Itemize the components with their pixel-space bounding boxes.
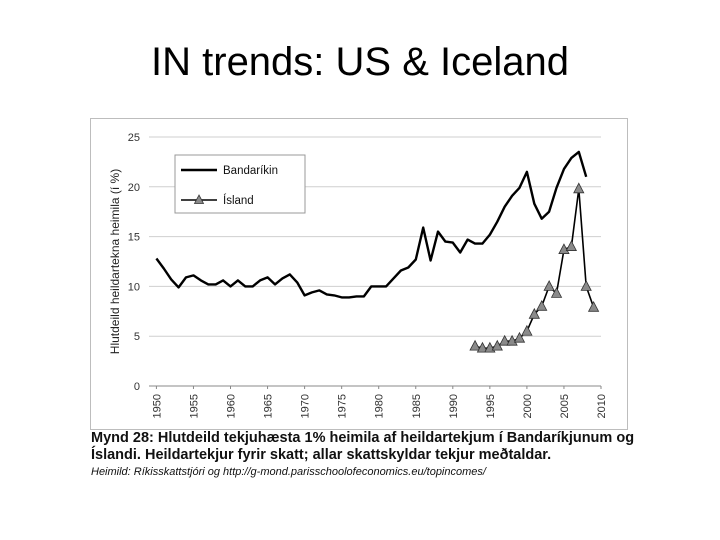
legend-marker xyxy=(193,194,205,204)
data-point-marker xyxy=(558,243,570,254)
data-point-marker xyxy=(573,182,585,194)
data-point-marker xyxy=(587,300,600,312)
y-tick-label: 20 xyxy=(128,182,140,194)
caption-line-2: Íslandi. Heildartekjur fyrir skatt; alla… xyxy=(91,447,552,463)
x-tick-label: 1995 xyxy=(485,394,497,418)
y-tick-label: 10 xyxy=(128,281,140,293)
x-tick-label: 1980 xyxy=(374,394,386,418)
x-tick-label: 1970 xyxy=(300,394,312,418)
data-point-marker xyxy=(513,331,526,343)
x-tick-label: 1965 xyxy=(263,394,275,418)
data-point-marker xyxy=(543,280,555,291)
data-point-marker xyxy=(506,334,518,346)
line-chart: 0 5 10 15 20 25 1950 1955 1960 1965 1970 1975 1980 19… xyxy=(108,132,608,418)
legend-label: Ísland xyxy=(223,194,254,207)
x-tick-label: 1975 xyxy=(337,394,349,418)
x-tick-label: 1950 xyxy=(151,394,163,418)
data-point-marker xyxy=(580,280,592,291)
x-tick-label: 2005 xyxy=(559,394,571,418)
x-tick-label: 1960 xyxy=(226,394,238,418)
caption-source: Heimild: Ríkisskattstjóri og http://g-mo… xyxy=(91,466,486,478)
x-tick-label: 2010 xyxy=(596,394,608,418)
figure-caption: Mynd 28: Hlutdeild tekjuhæsta 1% heimila… xyxy=(91,430,651,479)
y-tick-label: 25 xyxy=(128,132,140,144)
x-tick-label: 1985 xyxy=(411,394,423,418)
data-point-marker xyxy=(536,299,548,311)
data-point-marker xyxy=(469,339,481,351)
x-tick-label: 1955 xyxy=(188,394,200,418)
legend-label: Bandaríkin xyxy=(223,165,278,177)
data-point-marker xyxy=(521,324,533,336)
series-line-1 xyxy=(155,150,588,299)
x-tick-label: 1990 xyxy=(448,394,460,418)
data-point-marker xyxy=(550,287,563,298)
y-tick-label: 5 xyxy=(134,331,140,343)
data-point-marker xyxy=(565,240,578,251)
chart-figure: 0 5 10 15 20 25 1950 1955 1960 1965 1970 1975 1980 19… xyxy=(90,118,628,430)
x-tick-label: 2000 xyxy=(522,394,534,418)
data-point-marker xyxy=(528,307,540,319)
y-tick-label: 15 xyxy=(128,232,140,244)
caption-line-1: Mynd 28: Hlutdeild tekjuhæsta 1% heimila… xyxy=(91,430,635,446)
data-point-marker xyxy=(476,341,489,353)
data-point-marker xyxy=(499,334,511,346)
slide-title: IN trends: US & Iceland xyxy=(151,40,569,84)
y-axis-title: Hlutdeild heildartekna heimila (í %) xyxy=(108,169,122,354)
series-line-2 xyxy=(474,188,595,349)
y-tick-label: 0 xyxy=(134,381,140,393)
